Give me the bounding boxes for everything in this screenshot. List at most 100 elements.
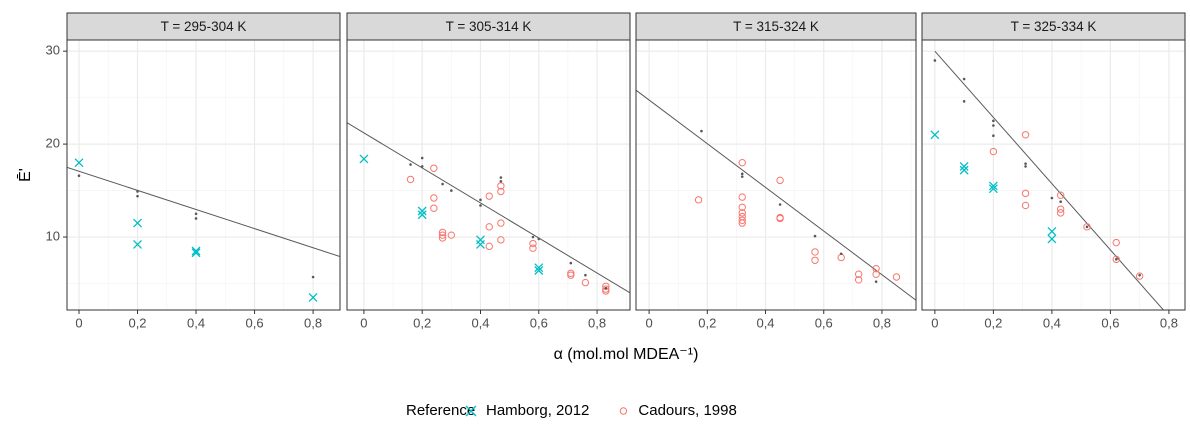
circle-point [529,239,537,248]
strip [66,12,341,41]
circle-point [694,196,703,204]
circle-point [811,256,819,264]
x-tick-label: 0,4 [1043,315,1061,330]
x-point [191,248,201,258]
circle-point [430,164,438,172]
x-point [191,246,201,256]
dot-point [499,176,503,179]
strip-label: T = 325-334 K [1011,19,1097,34]
x-tick-label: 0 [645,315,652,330]
circle-point [1021,189,1030,198]
dot-point [479,198,482,202]
circle-point [602,282,610,290]
plot-area [347,122,630,295]
x-tick-label: 0 [75,315,82,330]
strip [346,12,631,41]
dot-point [194,217,198,220]
x-tick-label: 0,6 [246,315,264,330]
circle-point [738,216,746,225]
dot-point [1050,196,1054,200]
plot-area [930,50,1164,310]
circle-point [567,271,575,279]
fit-line [347,122,630,294]
circle-point [738,193,746,201]
dot-point [962,100,966,103]
dot-point [992,124,995,127]
strip-label: T = 305-314 K [446,19,532,34]
fit-line [934,50,1164,310]
strip-label: T = 315-324 K [733,19,819,34]
circle-point [854,276,863,284]
x-tick-label: 0,4 [471,315,489,330]
y-tick-label: 20 [46,136,60,151]
legend-key [619,407,628,415]
x-tick-label: 0,2 [128,315,146,330]
panel: 0 0,2 0,4 0,6 0,8 T = 325-334 K [921,12,1186,330]
circle-point [497,236,505,244]
circle-point [567,269,575,277]
dot-point [136,194,139,198]
strip-label: T = 295-304 K [161,19,247,34]
x-tick-label: 0 [931,315,938,330]
circle-point [1112,238,1120,247]
x-point [1047,227,1057,236]
x-tick-label: 0,4 [756,315,774,330]
fit-line [67,166,340,258]
x-point [476,240,485,249]
circle-point [1135,272,1144,280]
circle-point [738,158,746,167]
plot-area [636,89,916,301]
dot-point [499,179,503,183]
dot-point [839,252,843,256]
circle-point [1021,201,1030,210]
dot-point [962,77,966,81]
dot-point [136,190,139,193]
circle-point [989,147,998,156]
x-tick-label: 0,8 [873,315,891,330]
circle-point [1056,205,1065,213]
y-axis-title: Ē' [16,168,34,182]
circle-point [738,219,746,227]
x-point [534,266,544,275]
dot-point [77,174,81,177]
x-point [988,184,998,194]
panel: 0 0,2 0,4 0,6 0,8 T = 305-314 K [346,12,631,330]
circle-point [438,234,447,242]
dot-point [409,163,412,166]
circle-point [1112,255,1120,264]
x-tick-label: 0,8 [304,315,322,330]
x-point [308,292,318,302]
dot-point [537,237,541,241]
dot-point [450,189,453,192]
x-tick-label: 0,8 [588,315,606,330]
panel: 0 0,2 0,4 0,6 0,8 T = 315-324 K [635,12,917,330]
circle-point [406,175,415,184]
y-tick-label: 30 [46,43,60,58]
y-tick-label: 10 [46,228,60,243]
circle-point [776,214,784,223]
strip [635,12,917,41]
circle-point [485,242,493,251]
strip [921,12,1186,41]
circle-point [438,231,447,239]
circle-point [854,270,863,278]
panel-background [67,40,340,310]
circle-point [1083,223,1091,231]
x-point [74,158,84,168]
circle-point [529,244,537,252]
circle-point [447,231,456,239]
circle-point [485,223,493,231]
circle-point [497,182,505,190]
dot-point [740,175,744,178]
x-tick-label: 0,2 [984,315,1002,330]
dot-point [1024,165,1027,168]
dot-point [420,165,424,168]
circle-point [430,204,438,212]
x-tick-label: 0,6 [530,315,548,330]
legend-key [465,405,477,417]
dot-point [479,204,482,207]
circle-point [1021,131,1030,139]
x-point [133,218,142,228]
circle-point [872,270,880,278]
